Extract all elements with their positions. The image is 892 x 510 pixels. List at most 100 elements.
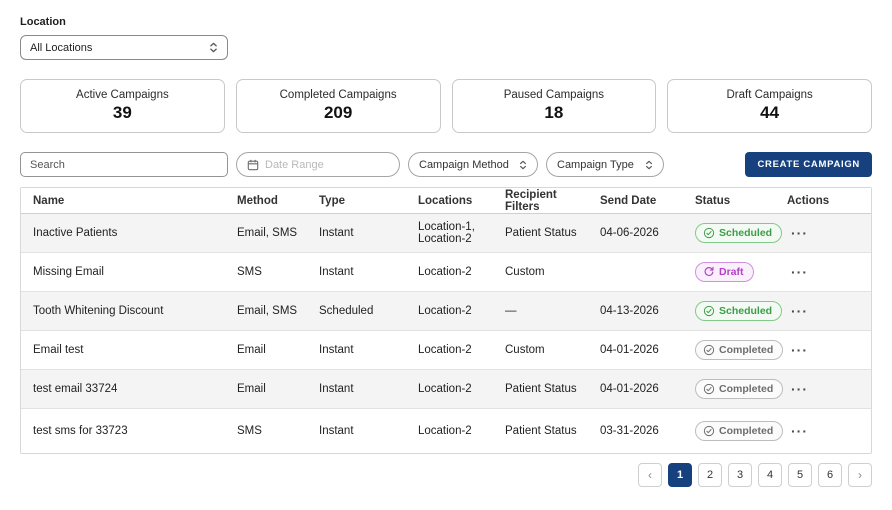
column-header-name: Name — [33, 194, 65, 207]
column-header-type: Type — [319, 194, 345, 207]
date-range-placeholder: Date Range — [265, 158, 324, 171]
column-header-status: Status — [695, 194, 731, 207]
chevron-updown-icon — [519, 159, 527, 171]
campaign-method-select[interactable]: Campaign Method — [408, 152, 538, 177]
table-header-row: Name Method Type Locations Recipient Filters… — [21, 188, 871, 214]
cell-actions: ··· — [787, 338, 871, 363]
create-campaign-button[interactable]: CREATE CAMPAIGN — [745, 152, 872, 177]
campaigns-table: Name Method Type Locations Recipient Filters… — [20, 187, 872, 454]
cell-recipient-filters: Custom — [505, 266, 545, 278]
stats-row: Active Campaigns 39 Completed Campaigns 209… — [20, 79, 872, 133]
location-filter-section: Location All Locations — [20, 16, 872, 60]
cell-actions: ··· — [787, 299, 871, 324]
cell-recipient-filters: Patient Status — [505, 227, 577, 239]
cell-locations: Location-2 — [418, 383, 472, 395]
check-circle-icon — [703, 425, 715, 437]
status-badge: Draft — [695, 262, 754, 282]
stat-card-3: Draft Campaigns 44 — [667, 79, 872, 133]
stat-value: 39 — [112, 103, 132, 122]
pagination-prev-button[interactable]: ‹ — [638, 463, 662, 487]
cell-actions: ··· — [787, 377, 871, 402]
cell-type: Instant — [319, 425, 354, 437]
location-label: Location — [20, 16, 66, 28]
calendar-icon — [247, 159, 259, 171]
check-circle-icon — [703, 227, 715, 239]
cell-send-date: 04-06-2026 — [600, 227, 659, 239]
cell-send-date: 03-31-2026 — [600, 425, 659, 437]
status-badge: Completed — [695, 379, 784, 399]
cell-recipient-filters: — — [505, 305, 517, 317]
status-badge: Scheduled — [695, 301, 783, 321]
pagination-page-4[interactable]: 4 — [758, 463, 782, 487]
campaign-method-label: Campaign Method — [419, 158, 509, 171]
campaign-type-select[interactable]: Campaign Type — [546, 152, 664, 177]
table-row: Inactive Patients Email, SMS Instant Locati… — [21, 214, 871, 253]
cell-name: test email 33724 — [33, 383, 118, 395]
stat-label: Paused Campaigns — [503, 89, 605, 101]
status-badge-label: Scheduled — [719, 305, 773, 317]
table-row: Email test Email Instant Location-2 Custom 04… — [21, 331, 871, 370]
cell-locations: Location-2 — [418, 305, 472, 317]
column-header-send-date: Send Date — [600, 194, 657, 207]
location-select-value: All Locations — [30, 41, 93, 54]
cell-status: Completed — [695, 335, 787, 365]
stat-value: 209 — [323, 103, 353, 122]
column-header-method: Method — [237, 194, 278, 207]
cell-method: Email — [237, 344, 266, 356]
search-input[interactable] — [20, 152, 228, 177]
cell-name: Missing Email — [33, 266, 104, 278]
stat-label: Completed Campaigns — [279, 89, 397, 101]
location-select[interactable]: All Locations — [20, 35, 228, 60]
stat-card-0: Active Campaigns 39 — [20, 79, 225, 133]
status-badge: Completed — [695, 421, 784, 441]
cell-status: Completed — [695, 374, 787, 404]
check-circle-icon — [703, 305, 715, 317]
cell-method: SMS — [237, 425, 262, 437]
pagination-page-3[interactable]: 3 — [728, 463, 752, 487]
cell-send-date: 04-01-2026 — [600, 344, 659, 356]
pagination-page-1[interactable]: 1 — [668, 463, 692, 487]
row-actions-button[interactable]: ··· — [787, 304, 812, 318]
chevron-updown-icon — [645, 159, 653, 171]
cell-send-date: 04-01-2026 — [600, 383, 659, 395]
status-badge: Scheduled — [695, 223, 783, 243]
pagination-page-2[interactable]: 2 — [698, 463, 722, 487]
cell-recipient-filters: Patient Status — [505, 425, 577, 437]
cell-status: Draft — [695, 257, 787, 287]
table-row: test sms for 33723 SMS Instant Location-2 Pa… — [21, 409, 871, 453]
row-actions-button[interactable]: ··· — [787, 265, 812, 279]
filter-bar: Date Range Campaign Method Campaign Type… — [20, 152, 872, 177]
column-header-actions: Actions — [787, 194, 830, 207]
date-range-input[interactable]: Date Range — [236, 152, 400, 177]
cell-method: SMS — [237, 266, 262, 278]
table-body: Inactive Patients Email, SMS Instant Locati… — [21, 214, 871, 453]
row-actions-button[interactable]: ··· — [787, 382, 812, 396]
cell-type: Scheduled — [319, 305, 374, 317]
cell-locations: Location-2 — [418, 425, 472, 437]
pagination-page-6[interactable]: 6 — [818, 463, 842, 487]
cell-type: Instant — [319, 227, 354, 239]
row-actions-button[interactable]: ··· — [787, 424, 812, 438]
cell-type: Instant — [319, 344, 354, 356]
status-badge: Completed — [695, 340, 784, 360]
stat-label: Draft Campaigns — [726, 89, 813, 101]
cell-recipient-filters: Patient Status — [505, 383, 577, 395]
cell-type: Instant — [319, 266, 354, 278]
cell-method: Email, SMS — [237, 305, 298, 317]
pagination-page-5[interactable]: 5 — [788, 463, 812, 487]
status-badge-label: Draft — [719, 266, 744, 278]
cell-name: Inactive Patients — [33, 227, 118, 239]
stat-value: 44 — [760, 103, 780, 122]
row-actions-button[interactable]: ··· — [787, 343, 812, 357]
cell-status: Completed — [695, 416, 787, 446]
table-row: Tooth Whitening Discount Email, SMS Schedu… — [21, 292, 871, 331]
status-badge-label: Scheduled — [719, 227, 773, 239]
cell-method: Email, SMS — [237, 227, 298, 239]
pagination-next-button[interactable]: › — [848, 463, 872, 487]
cell-status: Scheduled — [695, 296, 787, 326]
sync-icon — [703, 266, 715, 278]
row-actions-button[interactable]: ··· — [787, 226, 812, 240]
cell-name: test sms for 33723 — [33, 425, 128, 437]
cell-actions: ··· — [787, 221, 871, 246]
stat-value: 18 — [544, 103, 564, 122]
